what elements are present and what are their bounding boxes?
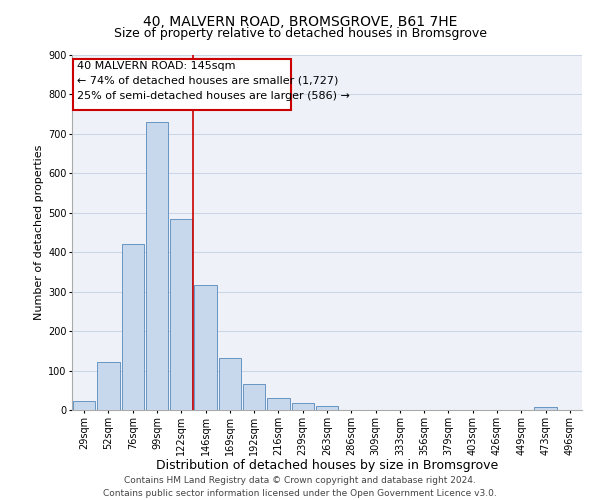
Text: 25% of semi-detached houses are larger (586) →: 25% of semi-detached houses are larger (… <box>77 91 350 101</box>
Bar <box>292 403 314 410</box>
Bar <box>194 284 217 410</box>
Bar <box>97 362 119 410</box>
Bar <box>170 218 193 410</box>
Text: Contains HM Land Registry data © Crown copyright and database right 2024.
Contai: Contains HM Land Registry data © Crown c… <box>103 476 497 498</box>
Bar <box>146 122 168 410</box>
Bar <box>267 398 290 410</box>
Text: 40, MALVERN ROAD, BROMSGROVE, B61 7HE: 40, MALVERN ROAD, BROMSGROVE, B61 7HE <box>143 15 457 29</box>
Text: Size of property relative to detached houses in Bromsgrove: Size of property relative to detached ho… <box>113 28 487 40</box>
X-axis label: Distribution of detached houses by size in Bromsgrove: Distribution of detached houses by size … <box>156 459 498 472</box>
FancyBboxPatch shape <box>73 59 290 110</box>
Bar <box>243 384 265 410</box>
Bar <box>218 358 241 410</box>
Bar <box>122 244 144 410</box>
Bar <box>73 402 95 410</box>
Y-axis label: Number of detached properties: Number of detached properties <box>34 145 44 320</box>
Bar <box>316 406 338 410</box>
Text: 40 MALVERN ROAD: 145sqm: 40 MALVERN ROAD: 145sqm <box>77 61 235 71</box>
Text: ← 74% of detached houses are smaller (1,727): ← 74% of detached houses are smaller (1,… <box>77 76 338 86</box>
Bar <box>535 407 557 410</box>
